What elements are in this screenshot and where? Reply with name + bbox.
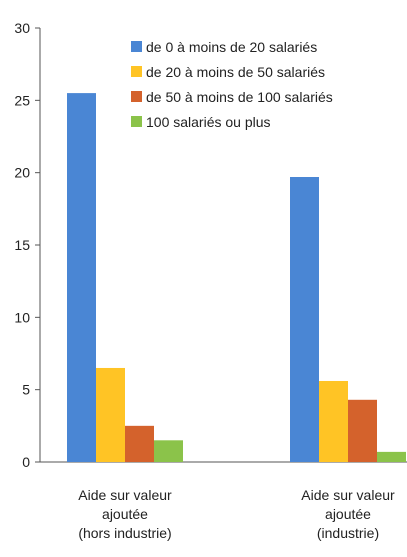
legend-swatch (131, 41, 142, 52)
x-category-label: (hors industrie) (78, 525, 171, 541)
y-tick-label: 25 (14, 92, 30, 108)
bar (290, 177, 319, 463)
bars (67, 93, 406, 463)
y-tick-label: 30 (14, 20, 30, 36)
y-tick-label: 5 (22, 382, 30, 398)
legend-box (121, 27, 373, 157)
legend-label: de 50 à moins de 100 salariés (146, 89, 333, 105)
bar (125, 425, 154, 462)
bar (377, 451, 406, 462)
x-axis-labels: Aide sur valeur ajoutée (hors industrie) Ai… (78, 487, 395, 541)
bar (154, 440, 183, 462)
legend: de 0 à moins de 20 salariés de 20 à moins… (121, 27, 373, 157)
legend-label: 100 salariés ou plus (146, 114, 271, 130)
bar (96, 367, 125, 462)
bar (67, 93, 96, 462)
bar (319, 380, 348, 462)
x-category-label: Aide sur valeur (78, 487, 172, 503)
legend-swatch (131, 91, 142, 102)
y-tick-label: 0 (22, 454, 30, 470)
y-tick-label: 15 (14, 237, 30, 253)
y-tick-label: 10 (14, 309, 30, 325)
x-category-label: ajoutée (325, 506, 371, 522)
legend-swatch (131, 116, 142, 127)
legend-swatch (131, 66, 142, 77)
legend-label: de 0 à moins de 20 salariés (146, 39, 317, 55)
x-category-label: ajoutée (102, 506, 148, 522)
x-category-label: Aide sur valeur (301, 487, 395, 503)
x-category-label: (industrie) (317, 525, 379, 541)
y-tick-label: 20 (14, 165, 30, 181)
legend-label: de 20 à moins de 50 salariés (146, 64, 325, 80)
bar (348, 399, 377, 462)
